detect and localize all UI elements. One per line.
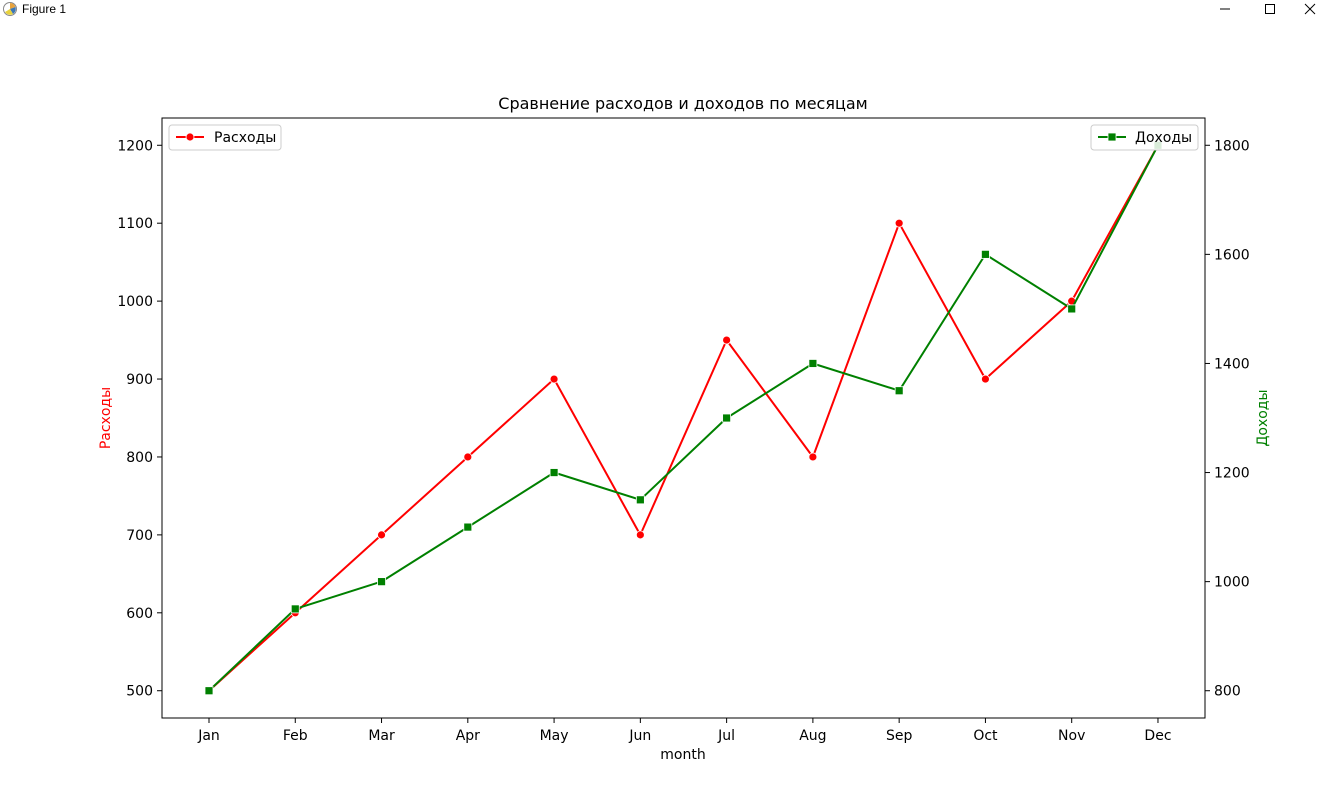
figure-canvas: Сравнение расходов и доходов по месяцам … [0, 18, 1327, 793]
left-tick-label: 1200 [117, 138, 153, 154]
x-tick-label: May [540, 728, 569, 744]
x-tick-label: Oct [973, 728, 998, 744]
x-tick-label: Jul [717, 728, 735, 744]
left-tick-label: 600 [126, 606, 153, 622]
income-point [377, 577, 386, 587]
expenses-point [463, 452, 473, 462]
expenses-point [635, 530, 645, 540]
expenses-point [894, 218, 904, 228]
expenses-point [549, 374, 559, 384]
legend-income-box [1090, 124, 1199, 151]
expenses-point [377, 530, 386, 540]
chart-svg: Сравнение расходов и доходов по месяцам … [98, 94, 1271, 763]
maximize-button[interactable] [1247, 0, 1293, 18]
left-tick-label: 800 [126, 450, 153, 466]
x-tick-label: Apr [456, 728, 480, 744]
x-tick-label: Aug [799, 728, 826, 744]
left-tick-label: 1000 [117, 294, 153, 310]
legend-expenses-marker [185, 132, 195, 142]
income-point [549, 468, 559, 477]
income-point [1067, 304, 1077, 314]
income-point [722, 413, 732, 423]
income-point [204, 686, 214, 696]
minimize-button[interactable] [1202, 0, 1248, 18]
close-icon [1304, 3, 1315, 15]
chart-title: Сравнение расходов и доходов по месяцам [498, 94, 867, 113]
income-point [463, 522, 473, 532]
expenses-line [208, 144, 1159, 692]
legend-income: Доходы [1090, 124, 1199, 151]
legend-expenses-box [168, 124, 282, 151]
plot-frame [161, 117, 1206, 719]
close-button[interactable] [1292, 0, 1327, 18]
legend-income-label: Доходы [1135, 130, 1192, 146]
legend-expenses: Расходы [168, 124, 282, 151]
x-tick-label: Jan [197, 728, 220, 744]
income-point [808, 359, 818, 368]
x-tick-label: Sep [886, 728, 913, 744]
legend-income-marker [1107, 132, 1117, 142]
expenses-point [722, 335, 732, 345]
right-tick-label: 800 [1214, 684, 1241, 700]
x-tick-label: Dec [1144, 728, 1171, 744]
right-axis-label: Доходы [1255, 389, 1271, 446]
right-tick-label: 1000 [1214, 575, 1250, 591]
right-tick-label: 1400 [1214, 356, 1250, 372]
x-axis-label: month [660, 747, 705, 763]
right-tick-label: 1600 [1214, 247, 1250, 263]
expenses-point [808, 452, 818, 462]
income-point [981, 249, 990, 259]
left-tick-label: 500 [126, 684, 153, 700]
expenses-point [981, 374, 990, 384]
x-tick-label: Nov [1058, 728, 1085, 744]
income-point [290, 604, 300, 614]
plot-layer: Jan Feb Mar Apr May Jun Jul Aug Sep Oct Nov Dec 500 6… [117, 138, 1249, 744]
income-line [208, 144, 1159, 692]
right-tick-label: 1200 [1214, 466, 1250, 482]
left-tick-label: 1100 [117, 216, 153, 232]
x-tick-label: Jun [628, 728, 651, 744]
left-axis-label: Расходы [98, 387, 114, 449]
left-tick-label: 900 [126, 372, 153, 388]
minimize-icon [1220, 8, 1230, 10]
right-tick-label: 1800 [1214, 138, 1250, 154]
title-bar[interactable]: Figure 1 [0, 0, 1327, 18]
x-tick-label: Feb [283, 728, 308, 744]
matplotlib-icon [2, 1, 18, 17]
x-tick-label: Mar [368, 728, 395, 744]
income-point [894, 386, 904, 396]
window-title: Figure 1 [22, 2, 67, 16]
legend-expenses-label: Расходы [214, 130, 276, 146]
income-point [635, 495, 645, 505]
maximize-icon [1265, 4, 1275, 14]
left-tick-label: 700 [126, 528, 153, 544]
